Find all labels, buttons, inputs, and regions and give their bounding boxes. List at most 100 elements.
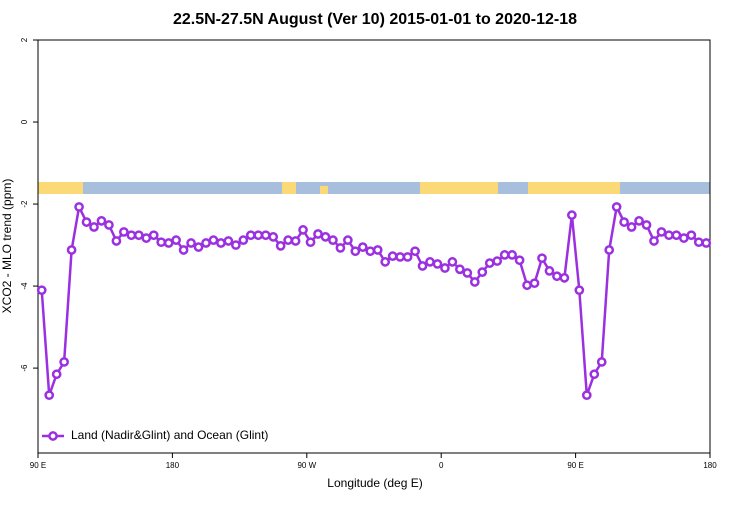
data-point [231,240,241,250]
data-point [260,230,271,241]
data-point [350,246,361,257]
data-point [216,238,226,248]
data-point [574,285,585,296]
data-point [283,235,293,245]
data-point [596,357,607,367]
data-point [679,233,689,243]
y-tick-label: -6 [20,364,29,372]
data-point [335,243,346,253]
data-point [126,230,137,241]
data-point [201,238,211,248]
data-point [305,237,316,248]
y-tick-label: 0 [20,119,29,124]
data-point [298,225,308,235]
data-point [133,230,144,241]
data-point [320,232,331,242]
data-point [178,245,189,255]
data-point [567,210,577,220]
y-tick-label: -4 [20,282,29,290]
legend-label: Land (Nadir&Glint) and Ocean (Glint) [71,428,268,442]
data-point [89,222,99,232]
data-point [664,230,674,241]
data-point [469,277,480,287]
data-point [81,217,92,227]
y-tick-label: -2 [20,200,29,208]
land-patch [528,182,620,194]
data-point [522,280,532,291]
data-point [156,237,167,248]
data-point [537,253,547,264]
data-point [656,227,667,237]
data-point [148,230,159,241]
data-point [649,236,659,246]
data-point [559,273,570,283]
data-point [357,242,368,252]
data-point [477,267,488,277]
y-tick-label: 2 [20,37,29,42]
data-point [111,236,122,246]
land-patch [38,182,83,194]
land-patch [282,182,296,194]
x-tick-label: 90 E [567,461,583,470]
data-point [223,236,234,246]
data-point [104,220,114,230]
data-point [36,285,47,296]
x-tick-label: 180 [166,461,180,470]
data-point [693,237,704,248]
data-point [440,263,450,273]
data-point [119,227,129,237]
data-point [432,259,443,269]
data-point [455,264,465,275]
x-tick-label: 90 E [30,461,46,470]
data-point [171,235,181,245]
data-point [141,233,152,243]
plot-frame [37,39,711,454]
data-point [514,255,525,266]
legend-marker [48,431,58,441]
data-point [343,235,353,245]
data-point [619,217,629,227]
data-point [44,390,55,401]
data-point [275,241,286,251]
data-point [462,268,473,278]
data-point [402,252,413,262]
data-point [193,242,204,252]
y-axis-label: XCO2 - MLO trend (ppm) [0,179,14,314]
data-point [626,222,637,232]
data-point [634,216,644,226]
data-point [499,250,510,260]
data-point [163,238,174,248]
data-point [544,266,555,276]
land-patch [320,186,328,194]
x-tick-label: 0 [439,461,444,470]
data-point [484,258,495,268]
data-point [492,256,503,266]
x-tick-label: 90 W [297,461,316,470]
data-point [581,390,592,401]
data-point [313,229,323,239]
data-point [74,202,84,212]
data-point [641,220,652,230]
data-point [552,271,562,282]
data-point [395,252,405,262]
data-point [59,357,69,367]
data-point [410,246,420,257]
data-point [372,245,383,255]
data-point [268,232,279,242]
data-point [425,257,435,267]
x-tick-label: 180 [703,461,717,470]
data-point [611,202,622,212]
data-point [701,238,712,248]
data-point [387,251,398,261]
data-point [380,257,391,267]
chart-title: 22.5N-27.5N August (Ver 10) 2015-01-01 t… [173,11,577,28]
data-point [186,238,196,248]
data-point [290,236,301,246]
data-point [253,230,264,241]
data-point [328,235,338,245]
x-axis-label: Longitude (deg E) [327,476,422,490]
data-point [507,250,517,260]
data-point [529,278,540,289]
data-point [365,246,376,257]
